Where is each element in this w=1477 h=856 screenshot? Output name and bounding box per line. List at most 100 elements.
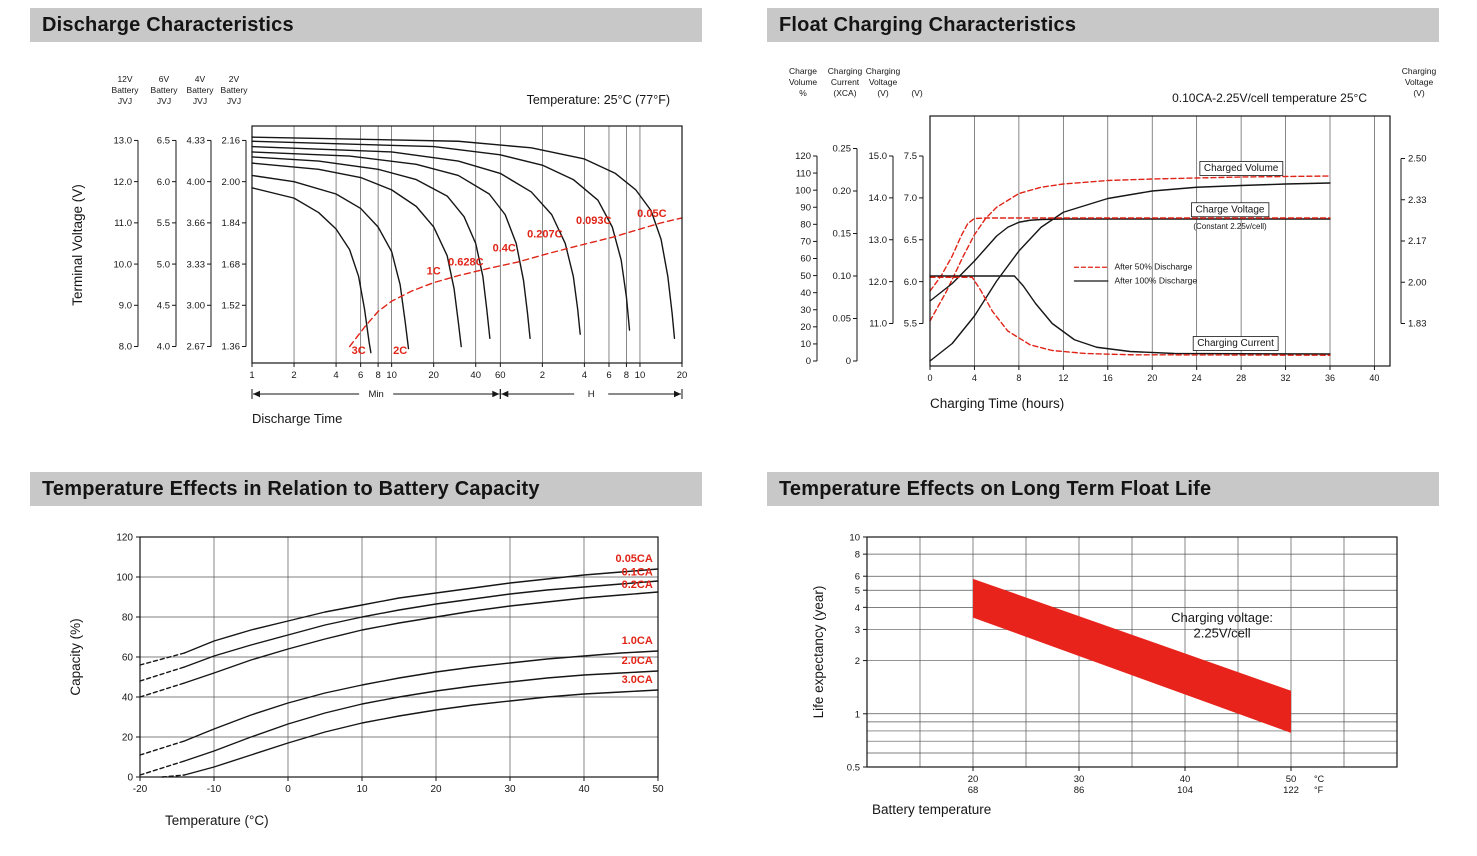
svg-text:104: 104	[1177, 785, 1193, 796]
svg-text:Current: Current	[831, 77, 860, 87]
svg-text:1.52: 1.52	[222, 300, 241, 311]
svg-text:9.0: 9.0	[119, 300, 132, 311]
svg-text:12.0: 12.0	[114, 177, 133, 188]
svg-text:40: 40	[1180, 774, 1191, 785]
svg-text:JVJ: JVJ	[193, 96, 207, 106]
svg-text:4V: 4V	[195, 74, 206, 84]
svg-text:36: 36	[1325, 373, 1335, 383]
svg-text:6.5: 6.5	[904, 235, 917, 246]
svg-text:40: 40	[578, 784, 590, 795]
svg-text:50: 50	[652, 784, 664, 795]
svg-text:-10: -10	[207, 784, 222, 795]
svg-text:2.67: 2.67	[187, 342, 206, 353]
svg-text:20: 20	[122, 733, 134, 744]
discharge-title: Discharge Characteristics	[42, 13, 294, 36]
svg-text:12.0: 12.0	[869, 277, 888, 288]
svg-text:3: 3	[855, 625, 860, 636]
svg-text:0: 0	[127, 773, 133, 784]
svg-text:1.0CA: 1.0CA	[622, 635, 653, 647]
svg-text:40: 40	[1369, 373, 1379, 383]
svg-text:Voltage: Voltage	[1405, 77, 1434, 87]
svg-text:6: 6	[606, 370, 611, 381]
svg-text:°C: °C	[1314, 774, 1325, 784]
svg-text:14.0: 14.0	[869, 193, 888, 204]
svg-text:11.0: 11.0	[869, 319, 887, 330]
svg-text:10: 10	[849, 533, 860, 544]
svg-text:24: 24	[1192, 373, 1202, 383]
svg-text:%: %	[799, 88, 807, 98]
svg-text:6: 6	[855, 572, 860, 583]
svg-text:68: 68	[968, 785, 979, 796]
svg-text:110: 110	[796, 168, 811, 179]
svg-text:Charging: Charging	[866, 66, 901, 76]
svg-text:3.0CA: 3.0CA	[622, 674, 653, 686]
svg-text:4: 4	[333, 370, 338, 381]
svg-text:120: 120	[795, 151, 811, 162]
svg-text:Charging Current: Charging Current	[1197, 338, 1274, 349]
svg-text:10: 10	[800, 339, 811, 350]
svg-text:°F: °F	[1314, 785, 1324, 795]
svg-text:70: 70	[800, 237, 811, 248]
svg-text:1.83: 1.83	[1408, 319, 1427, 330]
svg-text:H: H	[588, 389, 595, 400]
float-charging-chart: 0 4 8 12 16 20 24 28 32 36 40120110100908070605040…	[789, 66, 1437, 411]
svg-text:1: 1	[249, 370, 254, 381]
svg-text:Life expectancy (year): Life expectancy (year)	[811, 586, 826, 719]
temperature-capacity-chart: -20 -10 0 10 20 30 40 500204060801001200.05CA0.…	[68, 533, 664, 829]
discharge-title-bar: Discharge Characteristics	[30, 8, 702, 42]
svg-text:2.00: 2.00	[1408, 277, 1427, 288]
svg-text:5.5: 5.5	[157, 218, 170, 229]
svg-text:JVJ: JVJ	[227, 96, 241, 106]
svg-text:12V: 12V	[117, 74, 132, 84]
svg-text:0.05C: 0.05C	[637, 208, 666, 220]
float-charging-title-bar: Float Charging Characteristics	[767, 8, 1439, 42]
svg-text:30: 30	[1074, 774, 1085, 785]
svg-text:Charge Voltage: Charge Voltage	[1196, 204, 1265, 215]
temperature-capacity-title: Temperature Effects in Relation to Batte…	[42, 477, 540, 500]
svg-text:13.0: 13.0	[114, 136, 133, 147]
temperature-capacity-title-bar: Temperature Effects in Relation to Batte…	[30, 472, 702, 506]
float-charging-title: Float Charging Characteristics	[779, 13, 1077, 36]
svg-text:2.00: 2.00	[222, 177, 241, 188]
svg-text:0.5: 0.5	[847, 763, 860, 774]
svg-text:4: 4	[582, 370, 587, 381]
panel-float-life: Temperature Effects on Long Term Float L…	[767, 472, 1457, 830]
svg-text:0.10: 0.10	[833, 271, 852, 282]
svg-text:13.0: 13.0	[869, 235, 888, 246]
svg-text:8: 8	[375, 370, 380, 381]
svg-text:10: 10	[635, 370, 646, 381]
svg-text:Battery: Battery	[221, 85, 249, 95]
svg-text:(V): (V)	[911, 88, 923, 98]
svg-text:1.84: 1.84	[222, 218, 241, 229]
svg-text:40: 40	[470, 370, 481, 381]
svg-text:10: 10	[386, 370, 397, 381]
svg-text:0: 0	[285, 784, 291, 795]
float-life-title: Temperature Effects on Long Term Float L…	[779, 477, 1212, 500]
svg-text:80: 80	[800, 220, 811, 231]
svg-text:6: 6	[358, 370, 363, 381]
svg-text:2C: 2C	[393, 345, 407, 357]
svg-text:32: 32	[1281, 373, 1291, 383]
svg-text:0.207C: 0.207C	[527, 229, 563, 241]
svg-text:7.0: 7.0	[904, 193, 917, 204]
svg-text:Charging Time (hours): Charging Time (hours)	[930, 396, 1064, 411]
svg-text:0.25: 0.25	[833, 144, 852, 155]
svg-text:8.0: 8.0	[119, 342, 132, 353]
svg-text:Terminal Voltage (V): Terminal Voltage (V)	[70, 184, 85, 306]
svg-text:2.16: 2.16	[222, 136, 241, 147]
svg-text:20: 20	[428, 370, 439, 381]
float-life-title-bar: Temperature Effects on Long Term Float L…	[767, 472, 1439, 506]
svg-text:1.36: 1.36	[222, 342, 241, 353]
svg-text:3.00: 3.00	[187, 300, 206, 311]
svg-text:-20: -20	[133, 784, 148, 795]
svg-text:80: 80	[122, 613, 134, 624]
svg-text:1: 1	[855, 709, 860, 720]
svg-text:4.00: 4.00	[187, 177, 206, 188]
svg-text:20: 20	[968, 774, 979, 785]
svg-text:Capacity (%): Capacity (%)	[68, 618, 83, 695]
svg-text:(XCA): (XCA)	[833, 88, 856, 98]
svg-text:4: 4	[972, 373, 977, 383]
svg-text:0.05CA: 0.05CA	[616, 553, 653, 565]
svg-text:30: 30	[504, 784, 516, 795]
svg-text:Min: Min	[369, 389, 384, 400]
